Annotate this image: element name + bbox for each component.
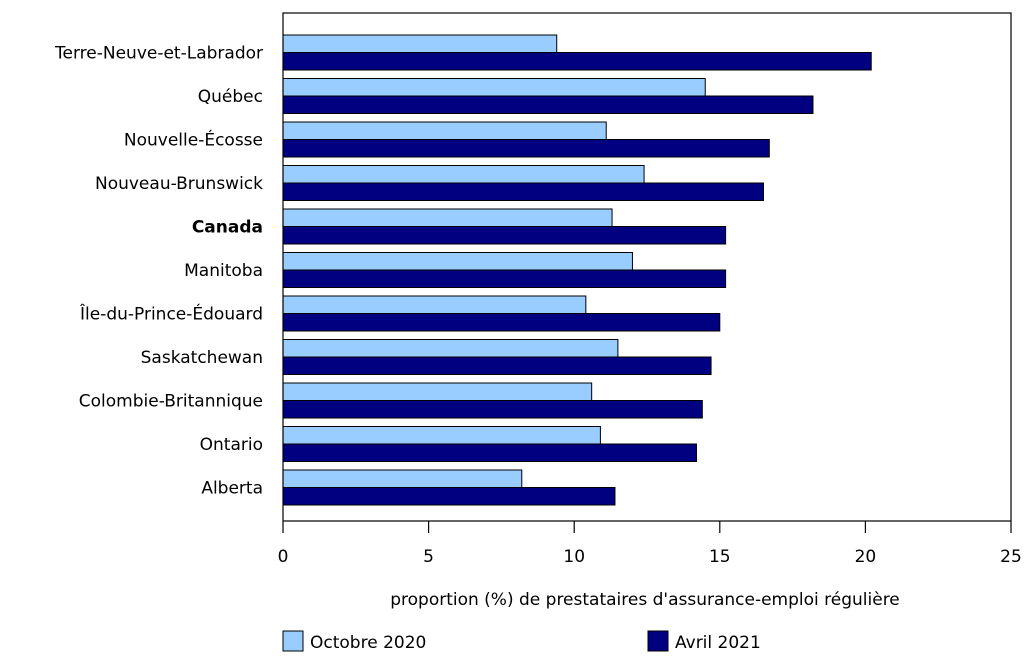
category-label: Île-du-Prince-Édouard	[79, 303, 263, 325]
plot-frame	[282, 12, 1012, 522]
legend: Octobre 2020 Avril 2021	[282, 630, 761, 653]
category-label: Nouveau-Brunswick	[95, 174, 263, 194]
x-tick-label: 20	[855, 547, 877, 567]
bar-avril-2021	[282, 52, 872, 71]
category-label: Nouvelle-Écosse	[124, 129, 263, 151]
bar-avril-2021	[282, 443, 698, 462]
axes-group	[282, 12, 1012, 522]
x-tick-label: 25	[1000, 547, 1022, 567]
legend-swatch	[282, 630, 304, 652]
x-tick-label: 15	[709, 547, 731, 567]
bar-octobre-2020	[282, 78, 706, 97]
x-tick-label: 10	[563, 547, 585, 567]
x-tick-label: 5	[423, 547, 434, 567]
bar-avril-2021	[282, 182, 764, 201]
bar-avril-2021	[282, 226, 727, 245]
x-axis-title: proportion (%) de prestataires d'assuran…	[390, 590, 900, 610]
legend-swatch	[647, 630, 669, 652]
bar-octobre-2020	[282, 34, 558, 53]
bar-octobre-2020	[282, 469, 523, 488]
bar-avril-2021	[282, 95, 814, 114]
bar-octobre-2020	[282, 121, 607, 140]
category-label: Colombie-Britannique	[79, 392, 263, 412]
x-ticks: 0 5 10 15 20 25	[278, 521, 1022, 567]
category-label: Alberta	[201, 479, 263, 499]
bar-avril-2021	[282, 139, 770, 158]
category-label: Québec	[198, 87, 263, 107]
category-label: Ontario	[200, 435, 263, 455]
bar-octobre-2020	[282, 382, 593, 401]
bar-avril-2021	[282, 356, 712, 375]
bar-avril-2021	[282, 269, 727, 288]
category-label: Manitoba	[184, 261, 263, 281]
x-tick-label: 0	[278, 547, 289, 567]
legend-label: Octobre 2020	[310, 633, 426, 653]
bar-avril-2021	[282, 487, 616, 506]
category-label: Canada	[192, 218, 263, 238]
bar-octobre-2020	[282, 426, 601, 445]
bar-octobre-2020	[282, 295, 587, 314]
category-labels: Terre-Neuve-et-Labrador Québec Nouvelle-Éc…	[54, 44, 263, 499]
legend-label: Avril 2021	[675, 633, 761, 653]
bar-octobre-2020	[282, 208, 613, 227]
bar-avril-2021	[282, 313, 721, 332]
category-label: Saskatchewan	[141, 348, 263, 368]
bars-group	[282, 34, 872, 506]
bar-octobre-2020	[282, 252, 633, 271]
category-label: Terre-Neuve-et-Labrador	[54, 44, 263, 64]
bar-octobre-2020	[282, 339, 619, 358]
bar-avril-2021	[282, 400, 703, 419]
bar-octobre-2020	[282, 165, 645, 184]
